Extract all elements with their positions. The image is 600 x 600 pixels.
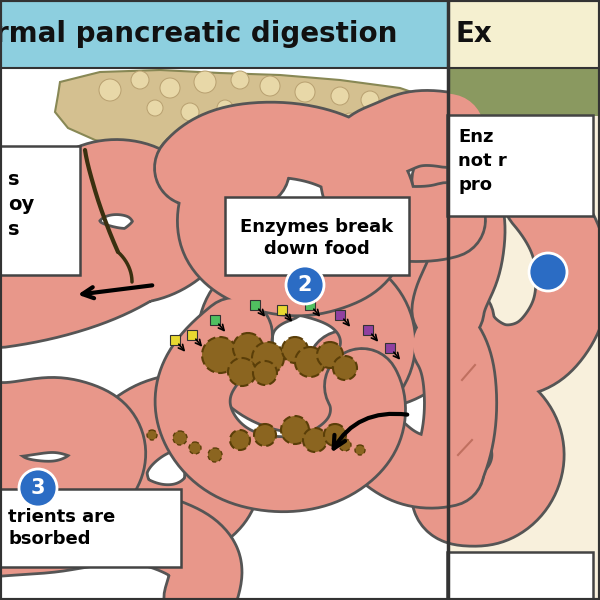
Text: 2: 2: [298, 275, 312, 295]
Circle shape: [303, 428, 327, 452]
Circle shape: [99, 79, 121, 101]
FancyBboxPatch shape: [277, 305, 287, 315]
FancyBboxPatch shape: [225, 197, 409, 275]
Circle shape: [331, 87, 349, 105]
Circle shape: [313, 109, 327, 123]
Circle shape: [286, 266, 324, 304]
FancyBboxPatch shape: [385, 343, 395, 353]
FancyBboxPatch shape: [170, 335, 180, 345]
FancyBboxPatch shape: [305, 300, 315, 310]
Circle shape: [160, 78, 180, 98]
Circle shape: [317, 342, 343, 368]
FancyBboxPatch shape: [0, 489, 181, 567]
Text: s: s: [8, 220, 19, 239]
Circle shape: [147, 100, 163, 116]
FancyBboxPatch shape: [447, 552, 593, 600]
Circle shape: [417, 110, 433, 126]
Circle shape: [189, 442, 201, 454]
Circle shape: [19, 469, 57, 507]
Circle shape: [233, 333, 263, 363]
Text: oy: oy: [8, 195, 34, 214]
Circle shape: [202, 337, 238, 373]
Circle shape: [295, 347, 325, 377]
Circle shape: [260, 76, 280, 96]
Circle shape: [361, 91, 379, 109]
Bar: [448, 0, 600, 600]
Circle shape: [181, 103, 199, 121]
FancyBboxPatch shape: [363, 325, 373, 335]
Circle shape: [194, 71, 216, 93]
FancyBboxPatch shape: [447, 115, 593, 216]
Circle shape: [230, 430, 250, 450]
FancyBboxPatch shape: [250, 300, 260, 310]
FancyBboxPatch shape: [210, 315, 220, 325]
Text: 3: 3: [31, 478, 45, 498]
Circle shape: [529, 253, 567, 291]
Circle shape: [392, 100, 408, 116]
Circle shape: [228, 358, 256, 386]
Polygon shape: [55, 70, 445, 152]
Circle shape: [253, 361, 277, 385]
Text: rmal pancreatic digestion: rmal pancreatic digestion: [0, 20, 397, 48]
Text: Enzymes break
down food: Enzymes break down food: [241, 218, 394, 258]
Text: pro: pro: [458, 176, 492, 194]
Bar: [448, 68, 600, 116]
Circle shape: [339, 439, 351, 451]
Circle shape: [217, 100, 233, 116]
Text: Ex: Ex: [455, 20, 492, 48]
Circle shape: [355, 445, 365, 455]
Circle shape: [254, 424, 276, 446]
Circle shape: [281, 416, 309, 444]
Text: trients are
bsorbed: trients are bsorbed: [8, 508, 115, 548]
Circle shape: [252, 102, 268, 118]
Circle shape: [208, 448, 222, 462]
Text: not r: not r: [458, 152, 507, 170]
Bar: [0, 0, 448, 68]
Circle shape: [252, 342, 284, 374]
Bar: [448, 0, 600, 68]
Circle shape: [131, 71, 149, 89]
Circle shape: [147, 430, 157, 440]
FancyBboxPatch shape: [0, 146, 80, 275]
Text: Enz: Enz: [458, 128, 493, 146]
Circle shape: [343, 113, 357, 127]
Circle shape: [231, 71, 249, 89]
Circle shape: [333, 356, 357, 380]
Text: s: s: [8, 170, 19, 189]
FancyBboxPatch shape: [335, 310, 345, 320]
Circle shape: [282, 337, 308, 363]
Circle shape: [324, 424, 346, 446]
Circle shape: [173, 431, 187, 445]
FancyBboxPatch shape: [187, 330, 197, 340]
Bar: [0, 0, 448, 600]
Circle shape: [282, 104, 298, 120]
Circle shape: [295, 82, 315, 102]
